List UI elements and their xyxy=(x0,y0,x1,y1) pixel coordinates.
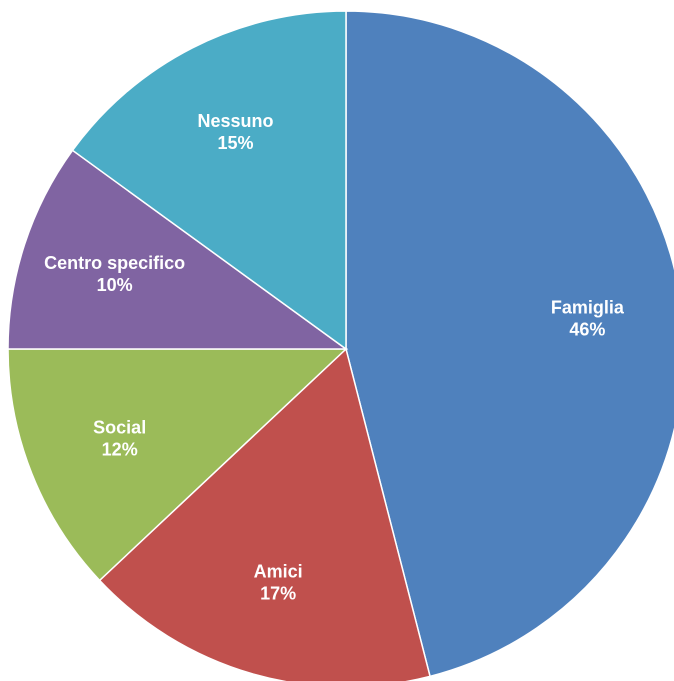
slice-label-famiglia: Famiglia xyxy=(551,298,625,318)
slice-label-social: Social xyxy=(93,418,146,438)
slice-value-amici: 17% xyxy=(260,584,296,604)
slice-value-centro-specifico: 10% xyxy=(97,275,133,295)
slice-value-famiglia: 46% xyxy=(569,320,605,340)
slice-label-nessuno: Nessuno xyxy=(197,111,273,131)
slice-label-amici: Amici xyxy=(254,562,303,582)
slice-social xyxy=(7,348,348,582)
slice-value-nessuno: 15% xyxy=(217,133,253,153)
slice-label-centro-specifico: Centro specifico xyxy=(44,253,185,273)
slice-centro-specifico xyxy=(7,149,349,350)
slice-amici xyxy=(98,347,431,681)
slice-nessuno xyxy=(71,10,347,351)
slice-famiglia xyxy=(345,10,674,678)
pie-slices xyxy=(7,10,674,681)
slice-value-social: 12% xyxy=(102,440,138,460)
